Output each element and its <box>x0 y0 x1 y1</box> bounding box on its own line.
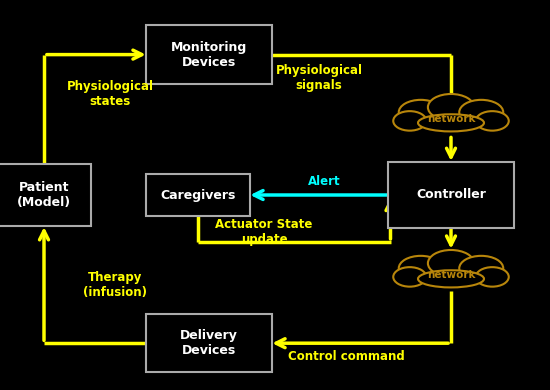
Text: Alert: Alert <box>308 175 341 188</box>
Text: Physiological
states: Physiological states <box>67 80 153 108</box>
Ellipse shape <box>476 111 509 131</box>
Ellipse shape <box>428 94 474 121</box>
Text: network: network <box>427 270 475 280</box>
FancyBboxPatch shape <box>0 164 91 226</box>
Text: Controller: Controller <box>416 188 486 202</box>
Ellipse shape <box>393 111 426 131</box>
FancyBboxPatch shape <box>388 162 514 228</box>
Text: Monitoring
Devices: Monitoring Devices <box>171 41 247 69</box>
Text: Delivery
Devices: Delivery Devices <box>180 329 238 357</box>
Text: Control command: Control command <box>288 350 405 363</box>
Ellipse shape <box>476 267 509 287</box>
Ellipse shape <box>399 100 443 125</box>
FancyBboxPatch shape <box>146 174 250 216</box>
Text: Caregivers: Caregivers <box>160 188 236 202</box>
Ellipse shape <box>418 114 484 131</box>
Text: Actuator State
update: Actuator State update <box>215 218 313 246</box>
Ellipse shape <box>428 250 474 277</box>
Ellipse shape <box>399 256 443 281</box>
Text: Therapy
(infusion): Therapy (infusion) <box>84 271 147 299</box>
Ellipse shape <box>459 256 503 281</box>
Text: Patient
(Model): Patient (Model) <box>17 181 71 209</box>
Ellipse shape <box>393 267 426 287</box>
FancyBboxPatch shape <box>146 25 272 84</box>
FancyBboxPatch shape <box>146 314 272 372</box>
Text: network: network <box>427 114 475 124</box>
Ellipse shape <box>418 270 484 287</box>
Ellipse shape <box>459 100 503 125</box>
Text: Physiological
signals: Physiological signals <box>276 64 362 92</box>
